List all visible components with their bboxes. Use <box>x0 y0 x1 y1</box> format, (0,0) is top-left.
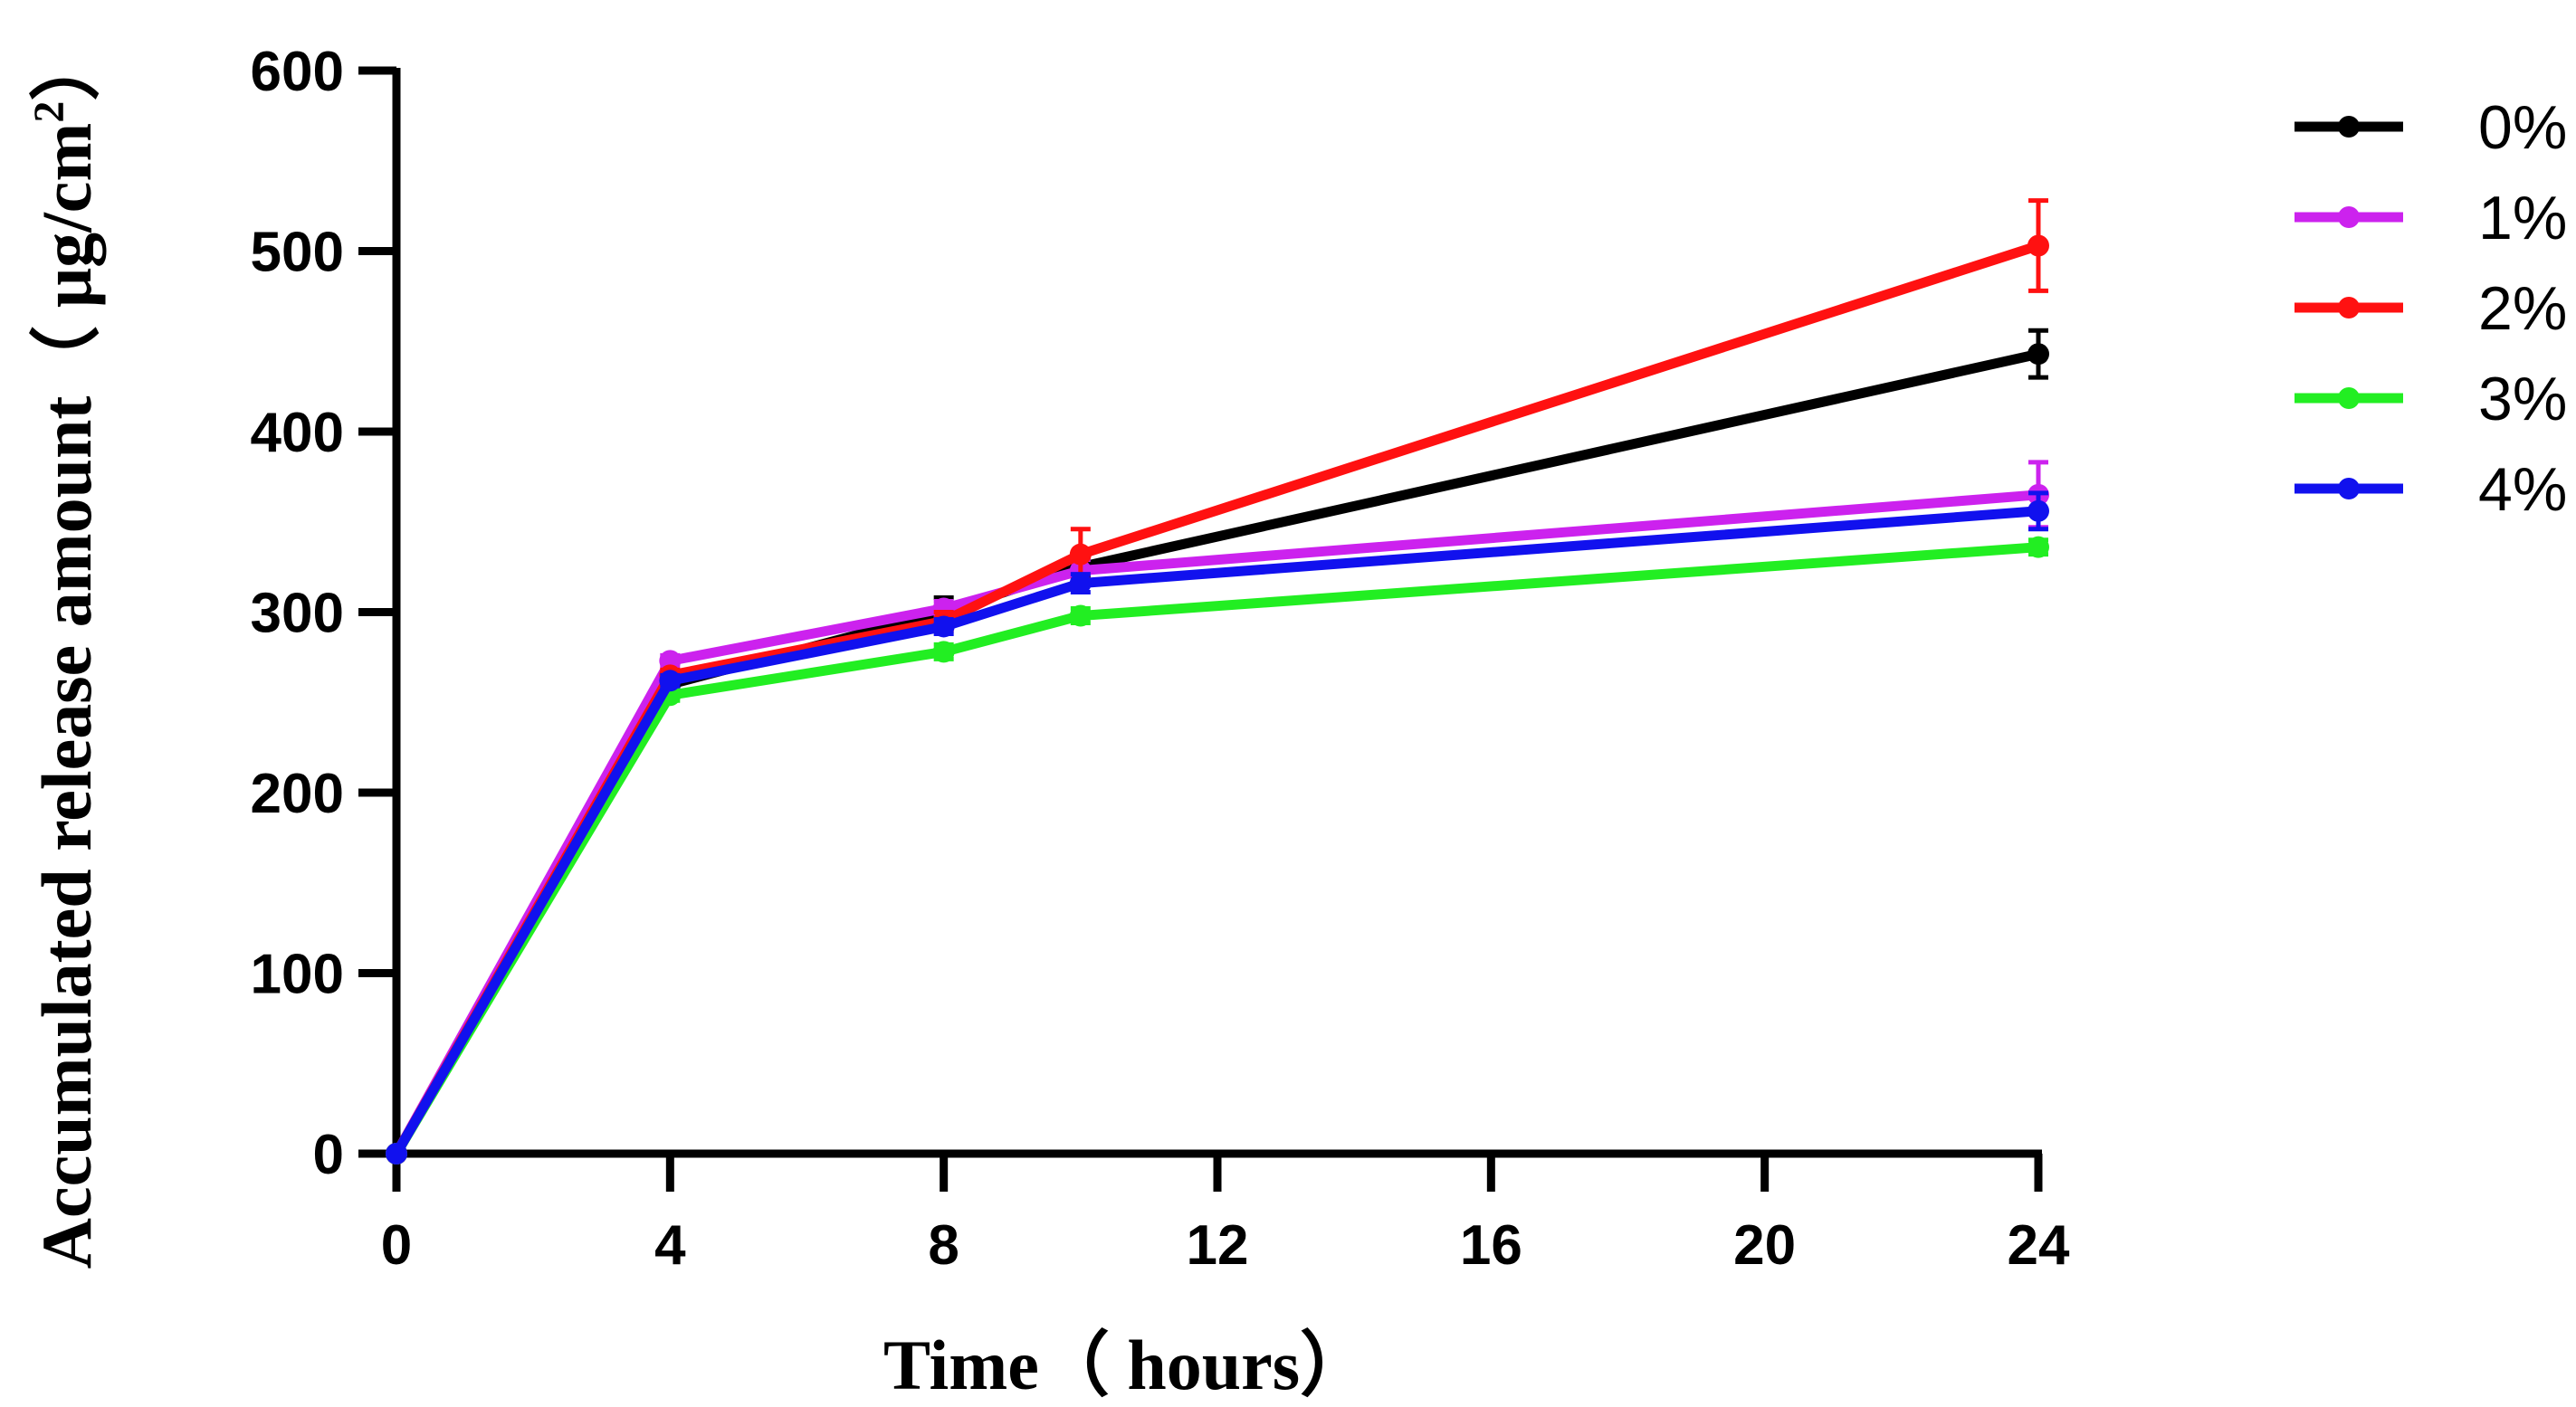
x-tick-label: 0 <box>381 1214 412 1277</box>
legend-item: 0% <box>2295 93 2567 162</box>
legend-label: 2% <box>2478 274 2567 343</box>
data-point <box>2027 234 2049 257</box>
axes: 0 100 200 300 400 500 600 0 4 8 12 16 20 24 <box>251 41 2070 1277</box>
legend-swatch-marker <box>2338 478 2360 499</box>
legend-swatch-marker <box>2338 116 2360 138</box>
series-line <box>391 490 2044 1159</box>
y-tick-label: 200 <box>251 763 344 825</box>
data-point <box>1069 604 1092 627</box>
series-4% <box>386 490 2049 1165</box>
legend-label: 4% <box>2478 455 2567 524</box>
y-tick-label: 400 <box>251 402 344 464</box>
data-point <box>1069 572 1092 594</box>
series-3% <box>386 536 2049 1165</box>
data-point <box>932 615 955 638</box>
data-point <box>2027 499 2049 522</box>
y-tick-label: 600 <box>251 41 344 103</box>
x-axis-title: Time（ hours） <box>883 1326 1370 1404</box>
y-axis-title: Accumulated release amount（ μg/cm2） <box>25 31 106 1269</box>
series-line <box>391 241 2044 1159</box>
x-tick-label: 4 <box>654 1214 686 1277</box>
legend-item: 3% <box>2295 365 2567 433</box>
legend-label: 3% <box>2478 365 2567 433</box>
x-tick-label: 12 <box>1187 1214 1249 1277</box>
legend-item: 2% <box>2295 274 2567 343</box>
series-2% <box>386 198 2049 1165</box>
y-tick-label: 300 <box>251 583 344 645</box>
data-series <box>386 198 2049 1165</box>
legend: 0% 1% 2% 3% 4% <box>2295 93 2567 524</box>
y-axis-title-main: Accumulated release amount（ μg/cm <box>27 123 106 1269</box>
legend-item: 4% <box>2295 455 2567 524</box>
legend-swatch-marker <box>2338 297 2360 318</box>
series-line <box>391 542 2044 1159</box>
x-tick-label: 16 <box>1460 1214 1522 1277</box>
data-point <box>2027 343 2049 366</box>
data-point <box>386 1143 407 1165</box>
x-tick-label: 20 <box>1733 1214 1796 1277</box>
legend-swatch-marker <box>2338 206 2360 228</box>
legend-swatch-marker <box>2338 387 2360 409</box>
legend-label: 1% <box>2478 184 2567 252</box>
data-point <box>932 641 955 663</box>
data-point <box>659 670 682 692</box>
data-point <box>1069 543 1092 566</box>
x-tick-label: 24 <box>2008 1214 2070 1277</box>
y-tick-label: 500 <box>251 222 344 284</box>
y-axis-title-superscript: 2 <box>25 101 73 123</box>
y-tick-label: 0 <box>313 1124 344 1186</box>
series-line <box>391 348 2044 1159</box>
y-tick-label: 100 <box>251 944 344 1006</box>
data-point <box>2027 536 2049 558</box>
x-tick-label: 8 <box>928 1214 959 1277</box>
y-axis-title-close: ） <box>27 31 106 101</box>
legend-item: 1% <box>2295 184 2567 252</box>
legend-label: 0% <box>2478 93 2567 162</box>
